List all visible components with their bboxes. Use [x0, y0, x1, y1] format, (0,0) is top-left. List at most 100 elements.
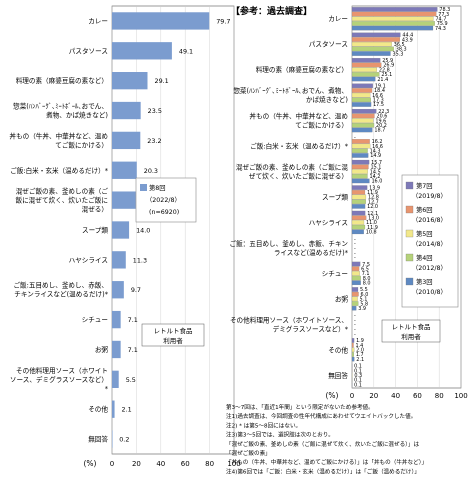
- left-bar: [112, 161, 137, 179]
- right-value-label: 8.0: [363, 276, 371, 282]
- right-value-label: -: [354, 241, 356, 247]
- left-value-label: 29.1: [155, 77, 169, 85]
- right-value-label: 16.6: [372, 93, 383, 99]
- right-value-label: 75.9: [437, 21, 448, 27]
- right-bar: [351, 153, 369, 158]
- right-category-label: 丼もの（牛丼、中華丼など、温め: [249, 112, 348, 121]
- right-value-label: 15.1: [370, 165, 381, 171]
- right-value-label: 0.1: [354, 368, 362, 374]
- right-legend-label: 第7回: [416, 181, 433, 190]
- left-value-label: 14.0: [136, 227, 150, 235]
- left-category-label: その他料理用ソース（ホワイト: [16, 366, 108, 375]
- right-legend-swatch: [405, 253, 414, 262]
- right-category-label: ライスなど(温めるだけ)*: [274, 248, 349, 257]
- right-value-label: 13.0: [368, 216, 379, 222]
- left-category-label: ソース、デミグラスソースなど）: [10, 375, 108, 384]
- right-x-axis-unit: (%): [326, 391, 339, 400]
- right-bar: [351, 72, 380, 77]
- right-bar: [351, 220, 365, 225]
- left-x-tick-label: 20: [132, 460, 141, 468]
- right-bar: [351, 204, 366, 209]
- right-bar: [351, 164, 369, 170]
- right-category-label: カレー: [328, 15, 348, 23]
- right-bar: [351, 185, 368, 190]
- right-value-label: 74.3: [435, 26, 446, 32]
- right-bar: [351, 113, 375, 119]
- right-bar: [351, 280, 361, 286]
- right-bar: [351, 21, 435, 26]
- left-category-label: シチュー: [82, 316, 108, 324]
- right-value-label: 44.4: [402, 33, 413, 39]
- right-value-label: 36.5: [394, 42, 405, 48]
- left-category-label: 料理の素（麻婆豆腐の素など）: [16, 76, 108, 85]
- right-value-label: 13.9: [369, 185, 380, 191]
- left-bar: [112, 131, 141, 150]
- left-category-label: てご飯にかける）: [55, 140, 108, 149]
- left-bar: [112, 221, 130, 239]
- right-legend-swatch: [405, 229, 414, 238]
- right-category-label: その他: [328, 345, 348, 354]
- footnote-line: 注4)第6回では「ご飯：白米・玄米（温めるだけ）」は「ご飯（温めるだけ）」: [226, 467, 420, 475]
- left-x-tick-label: 80: [205, 460, 214, 468]
- right-legend-label: （2014/8）: [412, 241, 447, 248]
- left-category-label: チキンライスなど(温めるだけ)*: [14, 290, 108, 299]
- right-value-label: 2.0: [356, 348, 364, 354]
- right-value-label: -: [354, 255, 356, 261]
- right-value-label: 20.6: [376, 114, 387, 120]
- right-legend-label: （2012/8）: [412, 265, 447, 272]
- right-category-label: その他料理用ソース（ホワイトソース、: [230, 315, 348, 324]
- left-bar: [112, 101, 141, 120]
- right-value-label: 2.1: [356, 357, 364, 363]
- right-value-label: -: [354, 317, 356, 323]
- right-bar: [351, 190, 366, 195]
- footnote-line: 「混ぜご飯の素、釜めしの素（ご飯に混ぜて炊く、炊いたご飯に混ぜる）」は: [226, 440, 420, 448]
- right-legend-swatch: [405, 205, 414, 214]
- right-value-label: 16.2: [372, 139, 383, 145]
- left-value-label: 49.1: [179, 47, 193, 55]
- left-bar: [112, 281, 124, 299]
- left-value-label: 5.5: [126, 376, 136, 384]
- right-legend-label: 第4回: [416, 253, 433, 262]
- right-bar: [351, 342, 354, 348]
- right-value-label: 12.1: [367, 211, 378, 217]
- right-value-label: 19.1: [375, 84, 386, 90]
- left-x-tick-label: 0: [110, 460, 114, 468]
- right-value-label: -: [354, 236, 356, 242]
- right-bar: [351, 46, 394, 52]
- right-value-label: 14.3: [370, 148, 381, 154]
- right-value-label: 14.9: [370, 153, 381, 159]
- left-annotation-line: レトルト食品: [154, 326, 193, 335]
- right-bar: [351, 143, 371, 149]
- right-bar: [351, 266, 360, 271]
- right-value-label: 15.7: [371, 160, 382, 166]
- right-value-label: 17.3: [373, 98, 384, 104]
- left-bar: [112, 370, 119, 388]
- right-chart-title: 【参考：過去調査】: [231, 5, 312, 17]
- right-category-label: ご飯:白米・玄米（温めるだけ）*: [250, 142, 349, 151]
- left-bar: [112, 400, 115, 418]
- right-category-label: お粥: [335, 294, 349, 303]
- right-value-label: 1.9: [356, 338, 364, 344]
- right-bar: [351, 199, 366, 204]
- right-bar: [351, 178, 370, 184]
- right-annotation-line: レトルト食品: [392, 322, 431, 331]
- right-bar: [351, 7, 438, 12]
- right-value-label: 18.7: [374, 128, 385, 134]
- left-value-label: 7.1: [128, 316, 138, 324]
- footnote-line: 注3)第3～5回では、選択肢は次のとおり。: [226, 431, 334, 439]
- right-value-label: 0.1: [354, 378, 362, 384]
- right-value-label: 1.7: [356, 352, 364, 358]
- left-bar: [112, 340, 121, 359]
- left-value-label: 20.3: [144, 167, 158, 175]
- right-bar: [351, 88, 373, 93]
- right-value-label: 26.9: [383, 63, 394, 69]
- right-bar: [351, 261, 361, 267]
- right-x-tick-label: 40: [391, 392, 400, 400]
- right-value-label: 20.2: [376, 123, 387, 129]
- left-category-label: *: [105, 385, 109, 393]
- right-bar: [351, 215, 367, 221]
- right-value-label: 5.5: [360, 287, 368, 293]
- left-category-label: ハヤシライス: [69, 256, 108, 264]
